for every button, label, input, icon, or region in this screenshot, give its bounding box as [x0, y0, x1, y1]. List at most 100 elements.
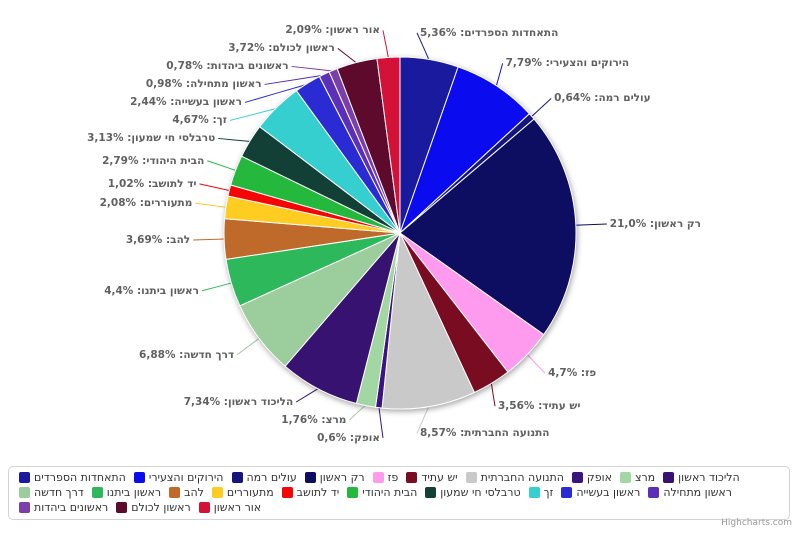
legend-marker-icon	[648, 486, 660, 498]
slice-label: טרבלסי חי שמעון: 3,13%	[87, 132, 216, 145]
legend-marker-icon	[169, 486, 181, 498]
pie-slice[interactable]	[381, 231, 476, 410]
slice-label: הירוקים והצעירי: 7,79%	[505, 57, 630, 70]
legend-item[interactable]: ראשונים ביהדות	[19, 500, 108, 514]
legend-item-label: מרצ	[634, 470, 656, 484]
slice-label: אור ראשון: 2,09%	[285, 24, 380, 37]
slice-label-connector	[490, 382, 496, 407]
legend-marker-icon	[304, 471, 316, 483]
highcharts-credit-link[interactable]: Highcharts.com	[721, 518, 792, 528]
legend-item-label: טרבלסי חי שמעון	[440, 485, 521, 499]
slice-label-connector	[236, 337, 261, 356]
pie-slice[interactable]	[376, 56, 401, 234]
slice-label-connector	[378, 406, 384, 439]
legend-marker-icon	[19, 471, 30, 483]
legend-item[interactable]: יש עתיד	[406, 470, 458, 484]
legend-item[interactable]: הליכוד ראשון	[663, 470, 740, 484]
legend-item-label: להב	[184, 485, 204, 499]
legend-item[interactable]: זך	[528, 485, 554, 499]
legend-marker-icon	[91, 486, 103, 498]
slice-label-connector	[416, 32, 430, 61]
slice-label: ראשון ביתנו: 4,4%	[104, 284, 199, 297]
label-connectors	[193, 30, 607, 439]
legend-item[interactable]: עולים רמה	[231, 470, 297, 484]
legend-item-label: זך	[543, 485, 554, 499]
pie-slices-group	[223, 56, 577, 410]
legend-item-label: פז	[387, 470, 399, 484]
legend-item-label: ראשון ביתנו	[106, 485, 162, 499]
legend-marker-icon	[561, 486, 573, 498]
slice-label: ראשון בעשייה: 2,44%	[130, 96, 242, 109]
slice-label: התאחדות הספרדים: 5,36%	[420, 26, 559, 39]
legend-marker-icon	[425, 486, 437, 498]
legend-item[interactable]: התאחדות הספרדים	[19, 470, 126, 484]
legend-item[interactable]: רק ראשון	[304, 470, 365, 484]
legend-item-label: עולים רמה	[246, 470, 297, 484]
slice-label-connector	[349, 404, 367, 421]
legend-item[interactable]: ראשון לכולם	[116, 500, 191, 514]
slice-label: ראשון מתחילה: 0,98%	[145, 78, 262, 91]
slice-label-connector	[195, 202, 227, 208]
slice-label: רק ראשון: 21,0%	[609, 217, 701, 230]
slice-label: ראשונים ביהדות: 0,78%	[166, 60, 289, 73]
legend-item[interactable]: התנועה החברתית	[465, 470, 564, 484]
legend-marker-icon	[528, 486, 540, 498]
legend-item[interactable]: פז	[372, 470, 399, 484]
legend-item[interactable]: מתעוררים	[211, 485, 274, 499]
legend-marker-icon	[19, 486, 30, 498]
legend-item[interactable]: ראשון מתחילה	[648, 485, 732, 499]
legend-item-label: יד לתושב	[296, 485, 340, 499]
legend-marker-icon	[19, 501, 30, 513]
slice-label: הבית היהודי: 2,79%	[102, 154, 205, 167]
slice-label-connector	[337, 48, 358, 64]
slice-label-connector	[530, 98, 552, 118]
pie-slice[interactable]	[399, 118, 577, 336]
slice-label: הליכוד ראשון: 7,34%	[183, 396, 294, 408]
legend-item-label: הבית היהודי	[362, 485, 418, 499]
slice-label-connector	[526, 353, 546, 374]
legend-marker-icon	[231, 471, 243, 483]
legend-item[interactable]: טרבלסי חי שמעון	[425, 485, 521, 499]
legend-item[interactable]: אור ראשון	[198, 500, 261, 514]
legend-item-label: מתעוררים	[226, 485, 274, 499]
slice-label: מתעוררים: 2,08%	[99, 197, 193, 210]
legend-item[interactable]: מרצ	[619, 470, 656, 484]
legend-marker-icon	[663, 471, 675, 483]
slice-label-connector	[382, 30, 389, 59]
legend-marker-icon	[372, 471, 384, 483]
legend-marker-icon	[281, 486, 293, 498]
slice-label-connector	[416, 405, 430, 434]
legend-item-label: התנועה החברתית	[480, 470, 564, 484]
legend-item[interactable]: דרך חדשה	[19, 485, 84, 499]
slice-label: מרצ: 1,76%	[281, 414, 347, 426]
slice-label-connector	[218, 137, 251, 142]
slice-label: אופק: 0,6%	[317, 432, 380, 444]
legend-marker-icon	[211, 486, 223, 498]
legend-item-label: אופק	[586, 470, 612, 484]
legend-marker-icon	[406, 471, 418, 483]
legend-marker-icon	[347, 486, 359, 498]
slice-label: פז: 4,7%	[548, 367, 597, 380]
legend-item[interactable]: יד לתושב	[281, 485, 340, 499]
legend-marker-icon	[571, 471, 583, 483]
slice-label-connector	[291, 65, 334, 72]
legend-item[interactable]: להב	[169, 485, 204, 499]
legend-item[interactable]: ראשון ביתנו	[91, 485, 162, 499]
legend-item-label: הליכוד ראשון	[678, 470, 740, 484]
legend-item[interactable]: ראשון בעשייה	[561, 485, 640, 499]
legend-item-label: דרך חדשה	[34, 485, 84, 499]
slice-label-connector	[201, 282, 233, 292]
slice-label-connector	[264, 74, 325, 85]
slice-label-connector	[207, 160, 237, 172]
slice-label: דרך חדשה: 6,88%	[139, 348, 235, 361]
slice-label: ראשון לכולם: 3,72%	[228, 42, 335, 55]
slice-label-connector	[244, 83, 309, 103]
legend-item[interactable]: אופק	[571, 470, 612, 484]
slice-label-connector	[574, 223, 607, 226]
legend-item[interactable]: הבית היהודי	[347, 485, 417, 499]
legend-item[interactable]: הירוקים והצעירי	[133, 470, 224, 484]
legend-item-label: יש עתיד	[421, 470, 458, 484]
slice-label-connector	[495, 63, 504, 87]
legend-marker-icon	[198, 501, 210, 513]
